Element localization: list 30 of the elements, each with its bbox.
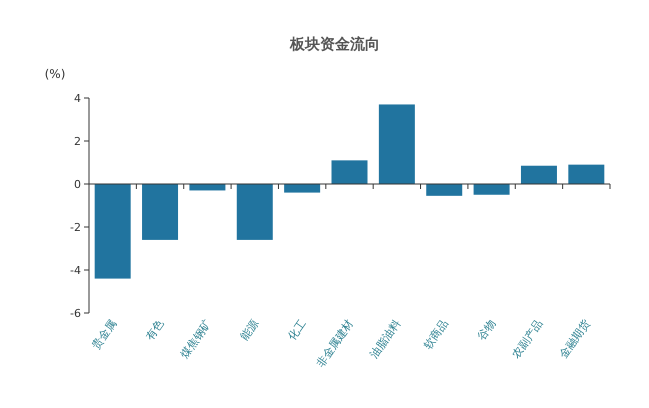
x-tick-label: 油脂油料 bbox=[367, 317, 404, 361]
y-axis-title: (%) bbox=[44, 67, 66, 81]
y-tick-label: -4 bbox=[70, 264, 81, 277]
bar bbox=[189, 184, 226, 190]
x-tick-label: 有色 bbox=[143, 317, 167, 343]
y-tick-label: -2 bbox=[70, 221, 81, 234]
x-tick-label: 化工 bbox=[285, 317, 309, 343]
bar bbox=[94, 184, 131, 279]
y-tick-label: 4 bbox=[74, 92, 81, 105]
bar bbox=[426, 184, 462, 196]
y-tick-label: 2 bbox=[74, 135, 81, 148]
x-tick-label: 煤焦钢矿 bbox=[178, 317, 214, 361]
x-tick-label: 农副产品 bbox=[510, 317, 546, 361]
bar bbox=[142, 184, 178, 240]
bar bbox=[332, 160, 368, 184]
y-tick-label: -6 bbox=[70, 307, 81, 320]
x-tick-label: 谷物 bbox=[474, 317, 498, 343]
bar bbox=[236, 184, 273, 240]
y-tick-label: 0 bbox=[74, 178, 81, 191]
chart-title: 板块资金流向 bbox=[289, 35, 380, 53]
bar bbox=[284, 184, 320, 193]
x-tick-label: 软商品 bbox=[421, 317, 451, 352]
x-tick-label: 非金属建材 bbox=[314, 317, 356, 370]
x-tick-label: 能源 bbox=[238, 317, 262, 343]
bar bbox=[474, 184, 510, 195]
x-tick-label: 金融期货 bbox=[556, 317, 593, 361]
bar bbox=[520, 166, 557, 184]
bar bbox=[378, 104, 415, 184]
bar bbox=[568, 164, 604, 184]
x-tick-label: 贵金属 bbox=[90, 317, 120, 352]
